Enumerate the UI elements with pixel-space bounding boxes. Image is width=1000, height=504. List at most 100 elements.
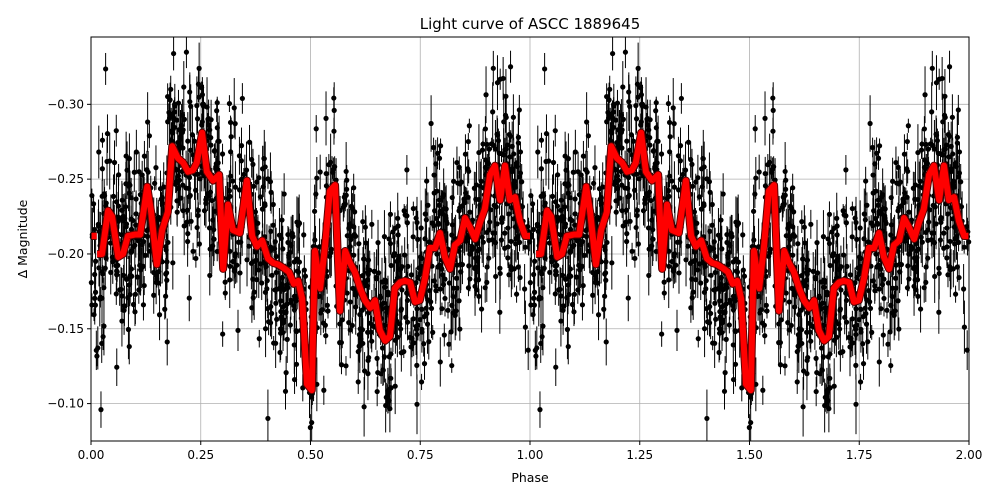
observation-point bbox=[457, 317, 462, 340]
data-point bbox=[363, 225, 368, 230]
data-point bbox=[763, 171, 768, 176]
data-point bbox=[124, 153, 129, 158]
observation-point bbox=[165, 319, 170, 366]
data-point bbox=[165, 339, 170, 344]
data-point bbox=[871, 190, 876, 195]
data-point bbox=[442, 332, 447, 337]
data-point bbox=[918, 306, 923, 311]
observation-point bbox=[438, 337, 443, 386]
data-point bbox=[565, 327, 570, 332]
data-point bbox=[919, 235, 924, 240]
data-point bbox=[121, 214, 126, 219]
data-point bbox=[277, 233, 282, 238]
data-point bbox=[920, 240, 925, 245]
data-point bbox=[277, 350, 282, 355]
observation-point bbox=[814, 377, 819, 406]
data-point bbox=[466, 139, 471, 144]
data-point bbox=[269, 273, 274, 278]
data-point bbox=[467, 210, 472, 215]
observation-point bbox=[962, 301, 967, 354]
data-point bbox=[294, 256, 299, 261]
data-point bbox=[241, 172, 246, 177]
data-point bbox=[905, 169, 910, 174]
data-point bbox=[821, 234, 826, 239]
data-point bbox=[559, 198, 564, 203]
data-point bbox=[632, 256, 637, 261]
data-point bbox=[760, 320, 765, 325]
observation-point bbox=[626, 275, 631, 321]
observation-point bbox=[539, 157, 544, 181]
data-point bbox=[382, 234, 387, 239]
data-point bbox=[659, 151, 664, 156]
data-point bbox=[514, 292, 519, 297]
data-point bbox=[922, 92, 927, 97]
observation-point bbox=[922, 66, 927, 123]
data-point bbox=[170, 260, 175, 265]
data-point bbox=[752, 192, 757, 197]
data-point bbox=[721, 191, 726, 196]
data-point bbox=[850, 206, 855, 211]
data-point bbox=[961, 286, 966, 291]
data-point bbox=[229, 134, 234, 139]
data-point bbox=[713, 317, 718, 322]
data-point bbox=[896, 326, 901, 331]
data-point bbox=[539, 166, 544, 171]
observation-point bbox=[479, 286, 484, 333]
data-point bbox=[103, 266, 108, 271]
data-point bbox=[673, 263, 678, 268]
data-point bbox=[369, 222, 374, 227]
observation-point bbox=[747, 414, 752, 441]
data-point bbox=[450, 222, 455, 227]
observation-point bbox=[804, 347, 809, 400]
data-point bbox=[235, 328, 240, 333]
data-point bbox=[653, 108, 658, 113]
observation-point bbox=[323, 91, 328, 145]
data-point bbox=[733, 362, 738, 367]
observation-point bbox=[953, 286, 958, 303]
observation-point bbox=[858, 200, 863, 255]
data-point bbox=[931, 230, 936, 235]
data-point bbox=[649, 218, 654, 223]
data-point bbox=[674, 328, 679, 333]
data-point bbox=[962, 325, 967, 330]
data-point bbox=[324, 171, 329, 176]
observation-point bbox=[716, 342, 721, 362]
data-point bbox=[247, 140, 252, 145]
data-point bbox=[214, 108, 219, 113]
data-point bbox=[479, 179, 484, 184]
data-point bbox=[848, 272, 853, 277]
data-point bbox=[923, 230, 928, 235]
observation-point bbox=[323, 327, 328, 344]
observation-point bbox=[313, 180, 318, 208]
data-point bbox=[563, 153, 568, 158]
observation-point bbox=[853, 374, 858, 434]
data-point bbox=[385, 292, 390, 297]
observation-point bbox=[689, 149, 694, 180]
data-point bbox=[795, 241, 800, 246]
observation-point bbox=[374, 350, 379, 366]
observation-point bbox=[934, 55, 939, 110]
data-point bbox=[508, 64, 513, 69]
data-point bbox=[393, 384, 398, 389]
data-point bbox=[947, 64, 952, 69]
data-point bbox=[723, 370, 728, 375]
data-point bbox=[399, 350, 404, 355]
data-point bbox=[344, 178, 349, 183]
data-point bbox=[580, 302, 585, 307]
data-point bbox=[533, 354, 538, 359]
data-point bbox=[94, 354, 99, 359]
data-point bbox=[454, 276, 459, 281]
data-point bbox=[312, 209, 317, 214]
data-point bbox=[789, 323, 794, 328]
data-point bbox=[560, 214, 565, 219]
data-point bbox=[323, 333, 328, 338]
data-point bbox=[498, 271, 503, 276]
data-point bbox=[762, 116, 767, 121]
data-point bbox=[257, 336, 262, 341]
observation-point bbox=[672, 108, 677, 139]
data-point bbox=[279, 217, 284, 222]
data-point bbox=[438, 359, 443, 364]
observation-point bbox=[250, 149, 255, 180]
observation-point bbox=[956, 95, 961, 125]
data-point bbox=[722, 389, 727, 394]
